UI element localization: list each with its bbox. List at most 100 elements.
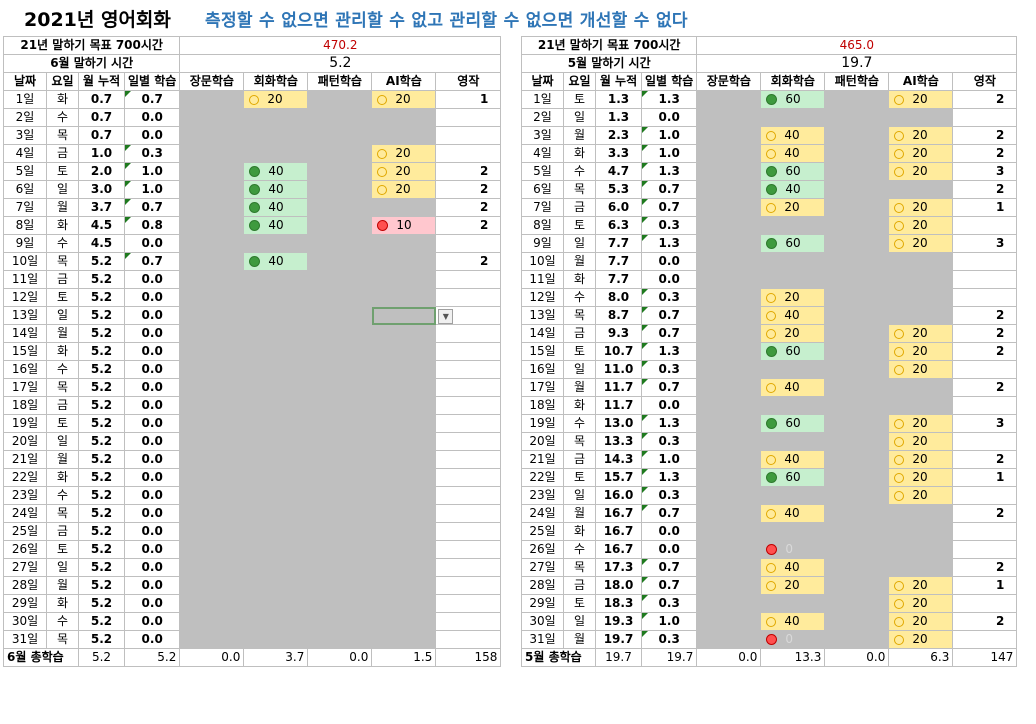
composition-cell[interactable]: 2: [952, 612, 1018, 631]
cumulative-cell[interactable]: 11.7: [595, 396, 642, 415]
long-study-cell[interactable]: [696, 486, 762, 505]
cumulative-cell[interactable]: 5.2: [78, 522, 125, 541]
pattern-cell[interactable]: [307, 522, 373, 541]
conversation-cell[interactable]: [243, 414, 309, 433]
ai-cell[interactable]: 20: [888, 630, 954, 649]
total-value[interactable]: 5.2: [123, 648, 181, 667]
long-study-cell[interactable]: [179, 306, 245, 325]
ai-cell[interactable]: 20: [888, 216, 954, 235]
ai-cell[interactable]: [888, 270, 954, 289]
june-month-value[interactable]: 5.2: [179, 54, 502, 73]
composition-cell[interactable]: [952, 630, 1018, 649]
ai-cell[interactable]: [371, 342, 437, 361]
composition-cell[interactable]: [435, 378, 502, 397]
composition-cell[interactable]: [435, 576, 502, 595]
long-study-cell[interactable]: [179, 180, 245, 199]
cumulative-cell[interactable]: 16.7: [595, 540, 642, 559]
long-study-cell[interactable]: [179, 144, 245, 163]
weekday-cell[interactable]: 일: [563, 360, 596, 379]
weekday-cell[interactable]: 토: [563, 594, 596, 613]
cumulative-cell[interactable]: 7.7: [595, 234, 642, 253]
cumulative-cell[interactable]: 19.7: [595, 630, 642, 649]
long-study-cell[interactable]: [696, 432, 762, 451]
long-study-cell[interactable]: [696, 144, 762, 163]
weekday-cell[interactable]: 일: [46, 306, 79, 325]
composition-cell[interactable]: [952, 432, 1018, 451]
conversation-cell[interactable]: [760, 216, 826, 235]
weekday-cell[interactable]: 수: [46, 234, 79, 253]
composition-cell[interactable]: [435, 414, 502, 433]
weekday-cell[interactable]: 월: [563, 126, 596, 145]
ai-cell[interactable]: [888, 306, 954, 325]
cumulative-cell[interactable]: 5.2: [78, 540, 125, 559]
daily-cell[interactable]: 1.0: [640, 126, 698, 145]
composition-cell[interactable]: 2: [952, 126, 1018, 145]
long-study-cell[interactable]: [179, 576, 245, 595]
ai-cell[interactable]: 20: [888, 450, 954, 469]
date-cell[interactable]: 5일: [521, 162, 564, 181]
composition-cell[interactable]: 1: [952, 468, 1018, 487]
conversation-cell[interactable]: [760, 432, 826, 451]
daily-cell[interactable]: 0.0: [123, 306, 181, 325]
long-study-cell[interactable]: [179, 468, 245, 487]
composition-cell[interactable]: 3: [952, 234, 1018, 253]
composition-cell[interactable]: 1: [952, 198, 1018, 217]
pattern-cell[interactable]: [307, 504, 373, 523]
pattern-cell[interactable]: [307, 216, 373, 235]
long-study-cell[interactable]: [696, 234, 762, 253]
composition-cell[interactable]: [952, 522, 1018, 541]
weekday-cell[interactable]: 목: [46, 504, 79, 523]
conversation-cell[interactable]: 0: [760, 630, 826, 649]
date-cell[interactable]: 11일: [3, 270, 47, 289]
pattern-cell[interactable]: [824, 522, 890, 541]
composition-cell[interactable]: [435, 360, 502, 379]
ai-cell[interactable]: [371, 252, 437, 271]
long-study-cell[interactable]: [696, 522, 762, 541]
cumulative-cell[interactable]: 5.2: [78, 252, 125, 271]
long-study-cell[interactable]: [179, 270, 245, 289]
conversation-cell[interactable]: 40: [243, 198, 309, 217]
pattern-cell[interactable]: [307, 108, 373, 127]
daily-cell[interactable]: 0.7: [640, 324, 698, 343]
daily-cell[interactable]: 0.3: [123, 144, 181, 163]
ai-cell[interactable]: [371, 612, 437, 631]
weekday-cell[interactable]: 월: [563, 252, 596, 271]
date-cell[interactable]: 2일: [3, 108, 47, 127]
conversation-cell[interactable]: 0: [760, 540, 826, 559]
composition-cell[interactable]: [435, 108, 502, 127]
cumulative-cell[interactable]: 5.2: [78, 360, 125, 379]
daily-cell[interactable]: 0.0: [123, 522, 181, 541]
date-cell[interactable]: 28일: [521, 576, 564, 595]
long-study-cell[interactable]: [179, 558, 245, 577]
long-study-cell[interactable]: [696, 270, 762, 289]
pattern-cell[interactable]: [824, 324, 890, 343]
weekday-cell[interactable]: 화: [46, 468, 79, 487]
cumulative-cell[interactable]: 5.2: [78, 306, 125, 325]
cumulative-cell[interactable]: 16.7: [595, 522, 642, 541]
ai-cell[interactable]: [371, 486, 437, 505]
date-cell[interactable]: 8일: [3, 216, 47, 235]
date-cell[interactable]: 23일: [521, 486, 564, 505]
ai-cell[interactable]: 20: [888, 486, 954, 505]
daily-cell[interactable]: 0.3: [640, 630, 698, 649]
total-value[interactable]: 0.0: [824, 648, 890, 667]
date-cell[interactable]: 15일: [3, 342, 47, 361]
composition-cell[interactable]: 2: [952, 342, 1018, 361]
weekday-cell[interactable]: 월: [46, 576, 79, 595]
date-cell[interactable]: 12일: [3, 288, 47, 307]
composition-cell[interactable]: [435, 396, 502, 415]
total-value[interactable]: 147: [952, 648, 1018, 667]
composition-cell[interactable]: 2: [952, 504, 1018, 523]
pattern-cell[interactable]: [824, 144, 890, 163]
pattern-cell[interactable]: [307, 126, 373, 145]
composition-cell[interactable]: [435, 432, 502, 451]
cumulative-cell[interactable]: 1.3: [595, 90, 642, 109]
may-goal-value[interactable]: 465.0: [696, 36, 1018, 55]
conversation-cell[interactable]: 40: [760, 612, 826, 631]
conversation-cell[interactable]: 40: [760, 450, 826, 469]
long-study-cell[interactable]: [179, 396, 245, 415]
date-cell[interactable]: 25일: [521, 522, 564, 541]
composition-cell[interactable]: 1: [952, 576, 1018, 595]
total-value[interactable]: 19.7: [640, 648, 698, 667]
pattern-cell[interactable]: [824, 306, 890, 325]
